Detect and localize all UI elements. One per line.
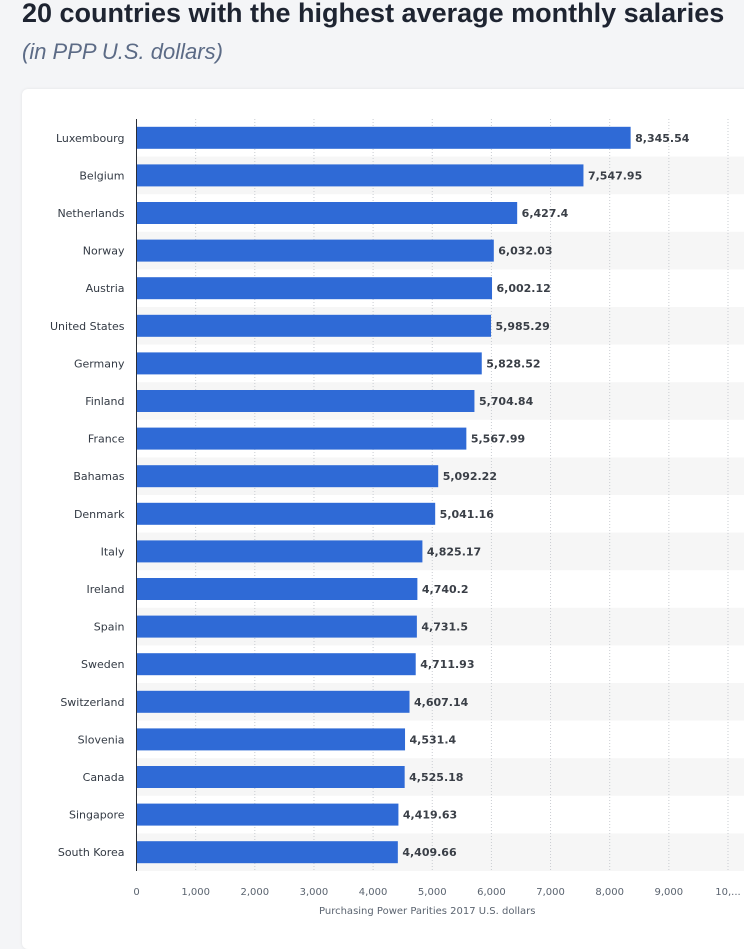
value-label: 4,409.66 bbox=[402, 846, 457, 859]
value-label: 6,427.4 bbox=[522, 207, 569, 220]
value-label: 7,547.95 bbox=[588, 169, 642, 182]
x-tick-label: 6,000 bbox=[477, 887, 506, 898]
value-label: 5,985.29 bbox=[496, 320, 550, 333]
x-tick-label: 10,... bbox=[715, 887, 740, 898]
x-tick-label: 0 bbox=[133, 887, 139, 898]
x-tick-label: 1,000 bbox=[181, 887, 210, 898]
value-label: 4,825.17 bbox=[427, 545, 481, 558]
x-tick-label: 3,000 bbox=[300, 887, 329, 898]
category-label: Luxembourg bbox=[56, 132, 125, 145]
bar-france bbox=[137, 428, 466, 450]
bar-germany bbox=[137, 352, 482, 374]
bar-south-korea bbox=[137, 841, 398, 863]
category-label: United States bbox=[50, 320, 125, 333]
bar-denmark bbox=[137, 503, 435, 525]
bar-luxembourg bbox=[137, 127, 631, 149]
bar-sweden bbox=[137, 653, 416, 675]
category-label: Netherlands bbox=[57, 207, 124, 220]
category-label: Spain bbox=[94, 621, 125, 634]
value-label: 5,704.84 bbox=[479, 395, 534, 408]
category-label: Finland bbox=[85, 395, 124, 408]
value-label: 5,567.99 bbox=[471, 433, 525, 446]
bar-switzerland bbox=[137, 691, 410, 713]
value-label: 5,092.22 bbox=[443, 470, 497, 483]
bar-belgium bbox=[137, 164, 583, 186]
category-label: Bahamas bbox=[73, 470, 124, 483]
bar-slovenia bbox=[137, 728, 405, 750]
category-label: Slovenia bbox=[78, 733, 125, 746]
x-tick-label: 8,000 bbox=[595, 887, 624, 898]
value-label: 5,828.52 bbox=[486, 357, 540, 370]
category-label: Denmark bbox=[74, 508, 125, 521]
chart-card: Luxembourg 8,345.54 Belgium 7,547.95 Netherl… bbox=[22, 89, 744, 949]
x-tick-label: 2,000 bbox=[240, 887, 269, 898]
bar-ireland bbox=[137, 578, 417, 600]
category-label: Norway bbox=[83, 245, 125, 258]
category-label: Switzerland bbox=[60, 696, 124, 709]
x-tick-label: 5,000 bbox=[418, 887, 447, 898]
category-label: Germany bbox=[74, 357, 125, 370]
category-label: Singapore bbox=[69, 809, 125, 822]
page-title: 20 countries with the highest average mo… bbox=[22, 0, 724, 30]
value-label: 6,032.03 bbox=[498, 245, 552, 258]
bar-spain bbox=[137, 616, 417, 638]
bar-bahamas bbox=[137, 465, 438, 487]
value-label: 4,525.18 bbox=[409, 771, 463, 784]
bar-netherlands bbox=[137, 202, 517, 224]
bar-italy bbox=[137, 540, 422, 562]
value-label: 4,607.14 bbox=[414, 696, 469, 709]
value-label: 4,419.63 bbox=[403, 809, 457, 822]
category-label: Italy bbox=[101, 545, 125, 558]
x-tick-label: 9,000 bbox=[655, 887, 684, 898]
value-label: 6,002.12 bbox=[497, 282, 551, 295]
category-label: France bbox=[88, 433, 125, 446]
x-axis-title: Purchasing Power Parities 2017 U.S. doll… bbox=[319, 906, 535, 917]
value-label: 4,731.5 bbox=[421, 621, 468, 634]
category-label: Canada bbox=[83, 771, 125, 784]
value-label: 4,531.4 bbox=[410, 733, 457, 746]
bar-finland bbox=[137, 390, 474, 412]
x-tick-label: 7,000 bbox=[536, 887, 565, 898]
value-label: 5,041.16 bbox=[440, 508, 495, 521]
value-label: 4,740.2 bbox=[422, 583, 469, 596]
bar-chart: Luxembourg 8,345.54 Belgium 7,547.95 Netherl… bbox=[22, 89, 744, 949]
value-label: 4,711.93 bbox=[420, 658, 474, 671]
category-label: Sweden bbox=[81, 658, 124, 671]
value-label: 8,345.54 bbox=[635, 132, 690, 145]
category-label: South Korea bbox=[58, 846, 125, 859]
bar-canada bbox=[137, 766, 405, 788]
page-subtitle: (in PPP U.S. dollars) bbox=[22, 38, 223, 66]
category-label: Austria bbox=[86, 282, 125, 295]
bar-norway bbox=[137, 240, 494, 262]
bar-singapore bbox=[137, 804, 398, 826]
category-label: Ireland bbox=[86, 583, 124, 596]
bar-united-states bbox=[137, 315, 491, 337]
category-label: Belgium bbox=[79, 169, 124, 182]
bar-austria bbox=[137, 277, 492, 299]
x-tick-label: 4,000 bbox=[359, 887, 388, 898]
